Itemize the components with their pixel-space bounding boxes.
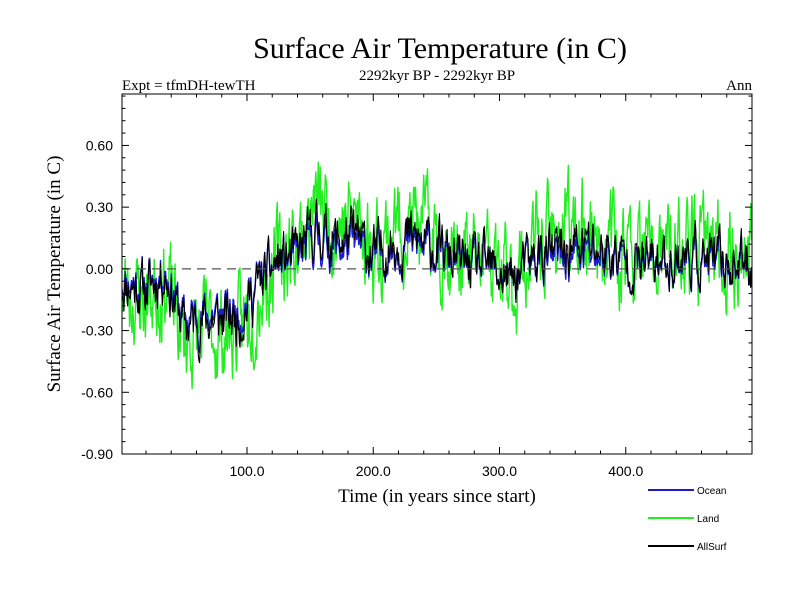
series-layer [122, 161, 752, 390]
legend-label-allsurf: AllSurf [697, 542, 727, 553]
series-land-line [122, 161, 752, 390]
x-axis-label: Time (in years since start) [338, 486, 536, 507]
y-tick-label: -0.60 [81, 384, 113, 400]
chart-title: Surface Air Temperature (in C) [253, 32, 627, 65]
season-label: Ann [726, 78, 752, 94]
expt-label: Expt = tfmDH-tewTH [122, 78, 256, 94]
x-tick-label: 100.0 [229, 463, 264, 479]
axes-layer: -0.90 -0.60 -0.30 0.00 0.30 0.60 100.0 200.0 300… [81, 94, 753, 479]
plot-frame [121, 93, 753, 455]
x-tick-label: 300.0 [482, 463, 517, 479]
x-tick-label: 200.0 [356, 463, 391, 479]
y-tick-label: 0.00 [86, 261, 113, 277]
y-tick-label: -0.90 [81, 446, 113, 462]
legend-label-land: Land [697, 514, 719, 525]
series-allsurf-line [122, 198, 752, 364]
period-label: 2292kyr BP - 2292kyr BP [359, 68, 515, 84]
legend-label-ocean: Ocean [697, 486, 726, 497]
y-tick-label: 0.60 [86, 137, 113, 153]
y-axis-label: Surface Air Temperature (in C) [44, 156, 65, 393]
y-tick-label: 0.30 [86, 199, 113, 215]
legend: Ocean Land AllSurf [648, 486, 727, 553]
y-tick-label: -0.30 [81, 323, 113, 339]
x-tick-label: 400.0 [608, 463, 643, 479]
